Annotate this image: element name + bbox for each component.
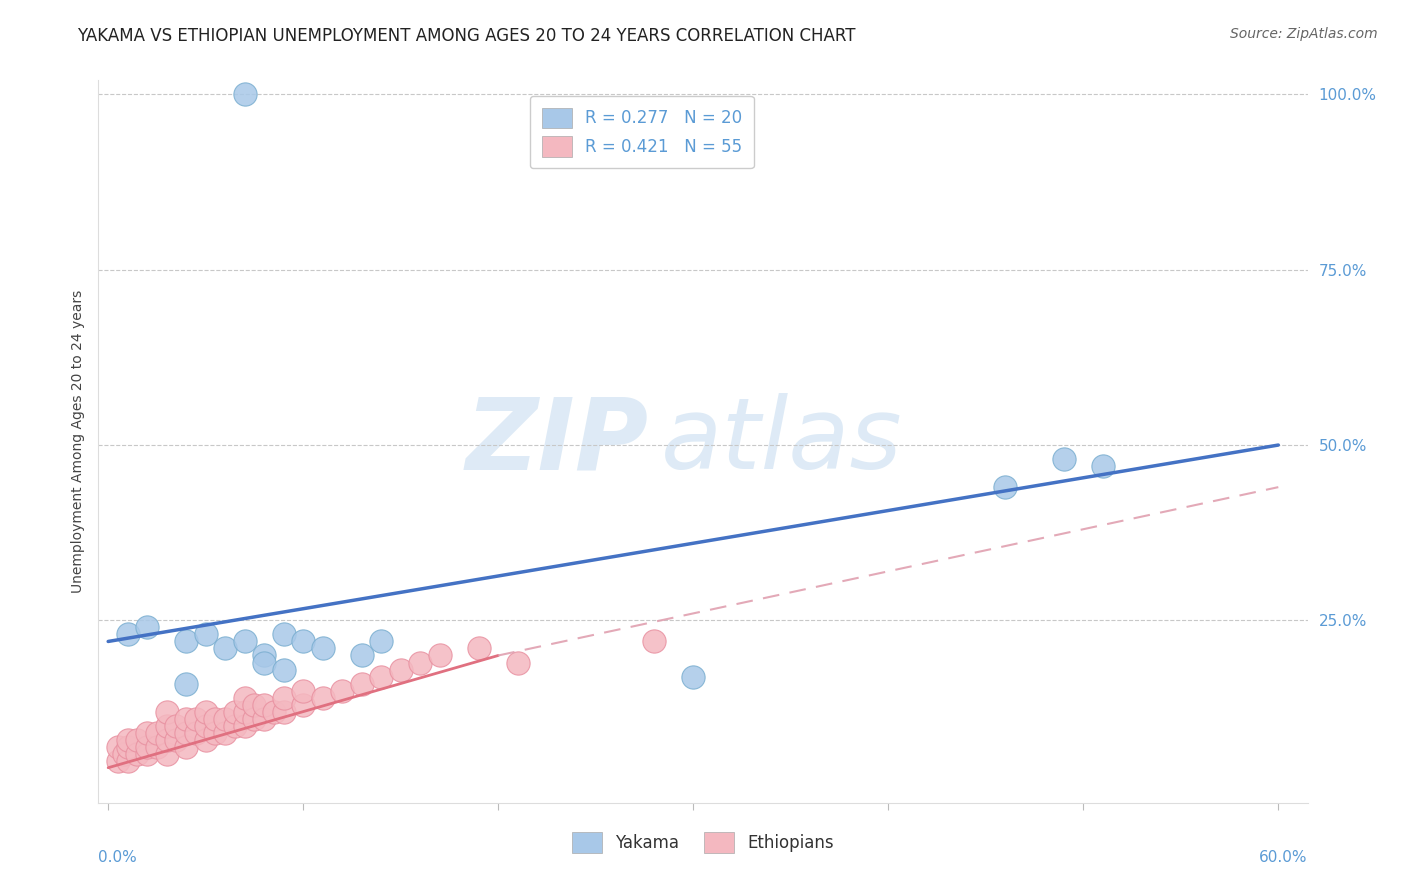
Point [253,656,276,670]
Text: 0.0%: 0.0% [98,850,138,864]
Point [350,676,373,690]
Point [243,698,266,712]
Point [117,732,139,747]
Point [467,641,489,656]
Point [136,725,159,739]
Point [330,683,353,698]
Point [174,634,197,648]
Point [194,705,217,719]
Text: Source: ZipAtlas.com: Source: ZipAtlas.com [1230,27,1378,41]
Point [273,690,295,705]
Point [174,712,197,726]
Text: YAKAMA VS ETHIOPIAN UNEMPLOYMENT AMONG AGES 20 TO 24 YEARS CORRELATION CHART: YAKAMA VS ETHIOPIAN UNEMPLOYMENT AMONG A… [77,27,856,45]
Point [682,669,704,683]
Point [233,718,256,732]
Point [117,754,139,768]
Point [184,712,207,726]
Point [214,712,236,726]
Point [214,641,236,656]
Point [350,648,373,663]
Text: 60.0%: 60.0% [1260,850,1308,864]
Point [156,747,179,761]
Point [253,698,276,712]
Point [107,754,129,768]
Point [194,718,217,732]
Point [165,732,187,747]
Point [156,718,179,732]
Point [233,690,256,705]
Point [429,648,451,663]
Point [994,480,1017,494]
Point [146,739,169,754]
Point [506,656,529,670]
Point [233,705,256,719]
Point [127,732,149,747]
Point [136,620,159,634]
Point [194,627,217,641]
Point [224,718,246,732]
Point [204,725,226,739]
Point [156,732,179,747]
Point [253,712,276,726]
Legend: Yakama, Ethiopians: Yakama, Ethiopians [565,826,841,860]
Point [643,634,665,648]
Point [292,634,315,648]
Point [312,641,335,656]
Point [174,676,197,690]
Point [409,656,432,670]
Point [1053,452,1076,467]
Point [233,634,256,648]
Point [174,725,197,739]
Point [194,732,217,747]
Point [224,705,246,719]
Point [243,712,266,726]
Point [312,690,335,705]
Point [263,705,285,719]
Point [117,739,139,754]
Point [370,669,392,683]
Point [273,705,295,719]
Text: ZIP: ZIP [465,393,648,490]
Point [146,725,169,739]
Point [389,663,412,677]
Point [165,718,187,732]
Point [136,747,159,761]
Point [273,627,295,641]
Point [184,725,207,739]
Point [1091,459,1114,474]
Point [370,634,392,648]
Y-axis label: Unemployment Among Ages 20 to 24 years: Unemployment Among Ages 20 to 24 years [70,290,84,593]
Point [292,683,315,698]
Point [292,698,315,712]
Point [136,739,159,754]
Point [117,627,139,641]
Point [174,739,197,754]
Point [253,648,276,663]
Point [233,87,256,102]
Point [112,747,135,761]
Point [273,663,295,677]
Point [107,739,129,754]
Point [156,705,179,719]
Text: atlas: atlas [661,393,903,490]
Point [204,712,226,726]
Point [214,725,236,739]
Point [127,747,149,761]
